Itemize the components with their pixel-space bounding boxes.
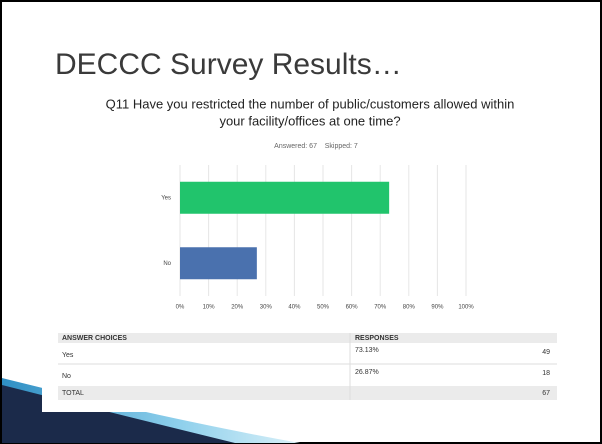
slide-title: DECCC Survey Results…	[55, 48, 402, 81]
x-tick-label: 80%	[403, 305, 416, 311]
x-tick-label: 0%	[176, 305, 185, 311]
table-total-bg	[58, 386, 557, 400]
x-tick-label: 100%	[458, 305, 474, 311]
table-cell: 49	[542, 349, 550, 356]
chart-title: Q11 Have you restricted the number of pu…	[106, 96, 515, 111]
table-cell: TOTAL	[62, 390, 84, 397]
table-cell: Yes	[62, 352, 74, 359]
y-tick-label: No	[163, 261, 171, 267]
table-cell: 26.87%	[355, 369, 379, 376]
table: ANSWER CHOICES RESPONSES Yes 73.13% 49 N…	[58, 333, 557, 400]
chart-subtitle: Answered: 67 Skipped: 7	[274, 143, 358, 150]
x-tick-label: 60%	[346, 305, 359, 311]
table-header: RESPONSES	[355, 335, 399, 342]
x-tick-label: 50%	[317, 305, 330, 311]
y-tick-label: Yes	[161, 195, 171, 201]
table-cell: 73.13%	[355, 347, 379, 354]
table-cell: No	[62, 373, 71, 380]
table-header-bg	[58, 333, 557, 343]
x-tick-label: 20%	[231, 305, 244, 311]
x-tick-label: 90%	[431, 305, 444, 311]
chart-title: your facility/offices at one time?	[219, 113, 400, 128]
table-cell: 18	[542, 370, 550, 377]
table-header: ANSWER CHOICES	[62, 335, 127, 342]
bar	[180, 181, 390, 214]
x-tick-label: 40%	[288, 305, 301, 311]
x-tick-label: 30%	[260, 305, 273, 311]
x-tick-label: 70%	[374, 305, 387, 311]
table-cell: 67	[542, 390, 550, 397]
swoosh-dark	[2, 385, 235, 443]
x-tick-label: 10%	[203, 305, 216, 311]
bar	[180, 247, 257, 280]
